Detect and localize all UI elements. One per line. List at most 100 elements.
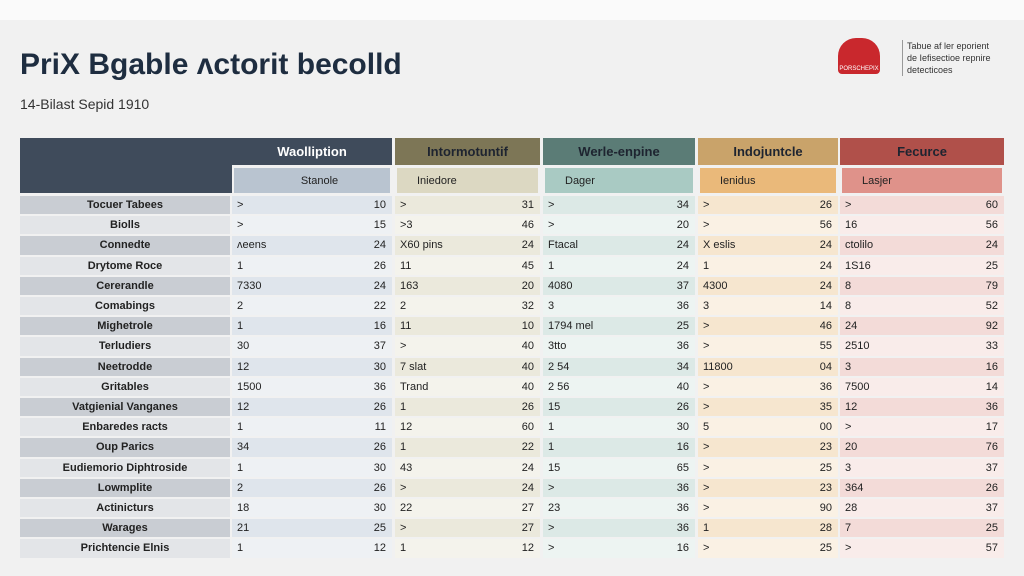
table-cell: 4300 24 — [698, 276, 838, 295]
table-cell: 3 37 — [840, 458, 1004, 477]
table-cell: >27 — [395, 519, 540, 538]
cell-number: 57 — [985, 542, 998, 555]
cell-text: 11 — [400, 259, 412, 272]
cell-text: 30 — [237, 340, 250, 353]
cell-text: >3 — [400, 219, 413, 232]
cell-number: 45 — [521, 259, 534, 272]
cell-number: 36 — [819, 380, 832, 393]
cell-number: 30 — [373, 461, 386, 474]
cell-text: 3 — [845, 360, 852, 373]
cell-number: 52 — [985, 300, 998, 313]
cell-number: 16 — [676, 542, 689, 555]
table-cell: 2 26 — [232, 478, 392, 497]
row-label: Connedte — [20, 236, 230, 255]
table-cell: 11 45 — [395, 256, 540, 275]
table-cell: >20 — [543, 216, 695, 235]
row-label: Biolls — [20, 216, 230, 235]
cell-text: > — [703, 461, 710, 474]
cell-number: 26 — [676, 401, 689, 414]
cell-number: 25 — [373, 522, 386, 535]
table-cell: 1S16 25 — [840, 256, 1004, 275]
cell-number: 04 — [819, 360, 832, 373]
cell-text: > — [703, 380, 710, 393]
table-cell: >36 — [543, 478, 695, 497]
cell-number: 36 — [676, 522, 689, 535]
table-cell: >90 — [698, 499, 838, 518]
cell-number: 12 — [373, 542, 386, 555]
row-label: Prichtencie Elnis — [20, 539, 230, 558]
cell-text: 2510 — [845, 340, 870, 353]
cell-number: 37 — [985, 461, 998, 474]
group-header: Indojuntcle — [698, 138, 838, 165]
row-label: Eudiemorio Diphtroside — [20, 458, 230, 477]
cell-number: 22 — [521, 441, 534, 454]
cell-text: > — [703, 542, 710, 555]
cell-text: 23 — [548, 502, 561, 515]
table-cell: 1 24 — [698, 256, 838, 275]
cell-number: 25 — [985, 522, 998, 535]
cell-text: 16 — [845, 219, 858, 232]
table-cell: 1 12 — [395, 539, 540, 558]
title: PriX Bgable ᴧctorit becolld — [20, 48, 402, 81]
cell-number: 24 — [373, 279, 386, 292]
table-cell: >36 — [698, 377, 838, 396]
cell-text: X eslis — [703, 239, 736, 252]
cell-number: 40 — [521, 360, 534, 373]
cell-text: 4300 — [703, 279, 728, 292]
group-header: Fecurce — [840, 138, 1004, 165]
table-cell: >46 — [698, 317, 838, 336]
cell-number: 60 — [521, 421, 534, 434]
cell-text: 1 — [548, 259, 555, 272]
cell-number: 11 — [374, 421, 386, 434]
cell-number: 56 — [985, 219, 998, 232]
table-cell: >25 — [698, 539, 838, 558]
row-label: Terludiers — [20, 337, 230, 356]
table-cell: >56 — [698, 216, 838, 235]
table-cell: 24 92 — [840, 317, 1004, 336]
cell-number: 56 — [819, 219, 832, 232]
table-cell: 8 52 — [840, 297, 1004, 316]
table-cell: 11 10 — [395, 317, 540, 336]
row-label: Comabings — [20, 297, 230, 316]
cell-text: > — [237, 219, 244, 232]
table-cell: 3 16 — [840, 357, 1004, 376]
cell-text: 18 — [237, 502, 250, 515]
cell-number: 00 — [819, 421, 832, 434]
group-subheader: Lasjer — [842, 168, 1002, 193]
cell-number: 36 — [676, 340, 689, 353]
cell-number: 24 — [373, 239, 386, 252]
group-header: Waolliption — [232, 138, 392, 165]
table-cell: 2510 33 — [840, 337, 1004, 356]
table-cell: >16 — [543, 539, 695, 558]
table-cell: >23 — [698, 438, 838, 457]
table-cell: >35 — [698, 398, 838, 417]
table-cell: >36 — [543, 519, 695, 538]
table-cell: 23 36 — [543, 499, 695, 518]
cell-text: 12 — [237, 360, 250, 373]
cell-number: 25 — [819, 461, 832, 474]
cell-number: 36 — [676, 502, 689, 515]
cell-text: 3 — [548, 300, 555, 313]
cell-number: 65 — [676, 461, 689, 474]
table-cell: 11800 04 — [698, 357, 838, 376]
cell-number: 32 — [521, 300, 534, 313]
cell-number: 26 — [373, 401, 386, 414]
note: Tabue af ler eporient de Iefisectioe rep… — [902, 40, 991, 76]
cell-number: 40 — [521, 380, 534, 393]
table-cell: >55 — [698, 337, 838, 356]
cell-text: 1 — [237, 320, 244, 333]
top-bar — [0, 0, 1024, 20]
row-label: Tocuer Tabees — [20, 196, 230, 215]
table-cell: >25 — [698, 458, 838, 477]
cell-text: 15 — [548, 461, 561, 474]
cell-text: ᴧeens — [237, 239, 267, 252]
cell-text: > — [703, 401, 710, 414]
cell-text: 2 — [237, 481, 244, 494]
table-cell: 1 12 — [232, 539, 392, 558]
group-header: Werle-enpine — [543, 138, 695, 165]
table-cell: 20 76 — [840, 438, 1004, 457]
cell-text: > — [548, 542, 555, 555]
table-cell: >40 — [395, 337, 540, 356]
row-label: Enbaredes racts — [20, 418, 230, 437]
